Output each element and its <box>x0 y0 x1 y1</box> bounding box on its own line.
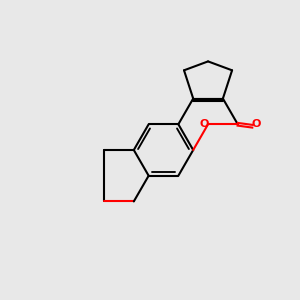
Text: O: O <box>252 118 261 128</box>
Text: O: O <box>199 119 209 129</box>
